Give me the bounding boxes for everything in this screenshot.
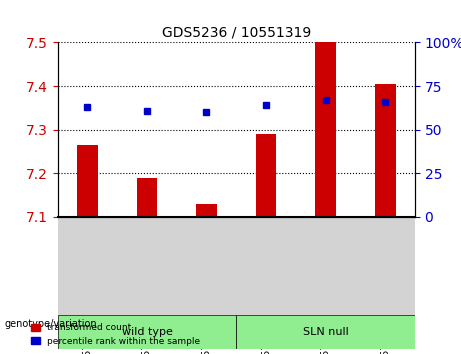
Bar <box>315 42 336 217</box>
Bar <box>77 145 98 217</box>
Title: GDS5236 / 10551319: GDS5236 / 10551319 <box>162 26 311 40</box>
Bar <box>136 178 157 217</box>
Bar <box>255 134 277 217</box>
Bar <box>196 204 217 217</box>
Text: genotype/variation: genotype/variation <box>5 319 97 329</box>
Legend: transformed count, percentile rank within the sample: transformed count, percentile rank withi… <box>28 320 204 349</box>
Bar <box>375 84 396 217</box>
